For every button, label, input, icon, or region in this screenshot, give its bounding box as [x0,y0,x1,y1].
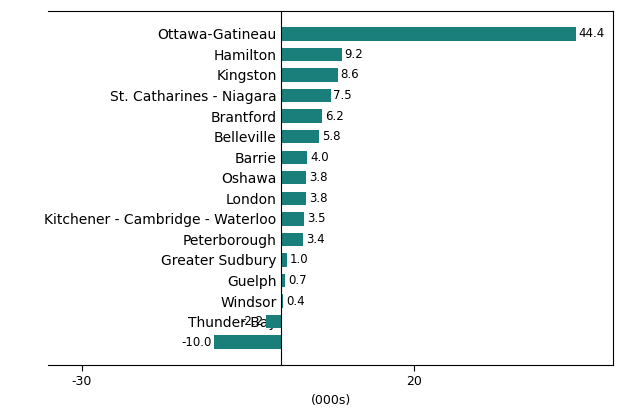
Bar [281,130,319,143]
Text: 1.0: 1.0 [290,253,309,266]
Bar [281,171,306,184]
X-axis label: (000s): (000s) [311,394,351,407]
Text: 9.2: 9.2 [344,48,363,61]
Text: 3.8: 3.8 [309,171,327,184]
Bar [281,294,283,308]
Bar [281,150,308,164]
Text: 8.6: 8.6 [341,69,359,82]
Text: 5.8: 5.8 [322,130,341,143]
Text: 0.4: 0.4 [286,295,305,308]
Bar [266,315,281,328]
Bar [281,233,303,246]
Bar [215,336,281,349]
Bar [281,110,322,123]
Bar [281,253,288,267]
Text: 4.0: 4.0 [310,150,329,164]
Text: 7.5: 7.5 [333,89,352,102]
Bar [281,68,338,82]
Text: 3.5: 3.5 [307,212,325,225]
Text: 0.7: 0.7 [288,274,307,287]
Bar [281,212,304,226]
Text: 3.8: 3.8 [309,192,327,205]
Bar [281,274,286,287]
Bar [281,48,342,61]
Bar [281,27,576,41]
Text: -10.0: -10.0 [182,336,212,349]
Text: -2.2: -2.2 [240,315,263,328]
Text: 3.4: 3.4 [306,233,324,246]
Bar [281,89,331,102]
Bar [281,191,306,205]
Text: 6.2: 6.2 [324,110,343,122]
Text: 44.4: 44.4 [578,27,605,41]
